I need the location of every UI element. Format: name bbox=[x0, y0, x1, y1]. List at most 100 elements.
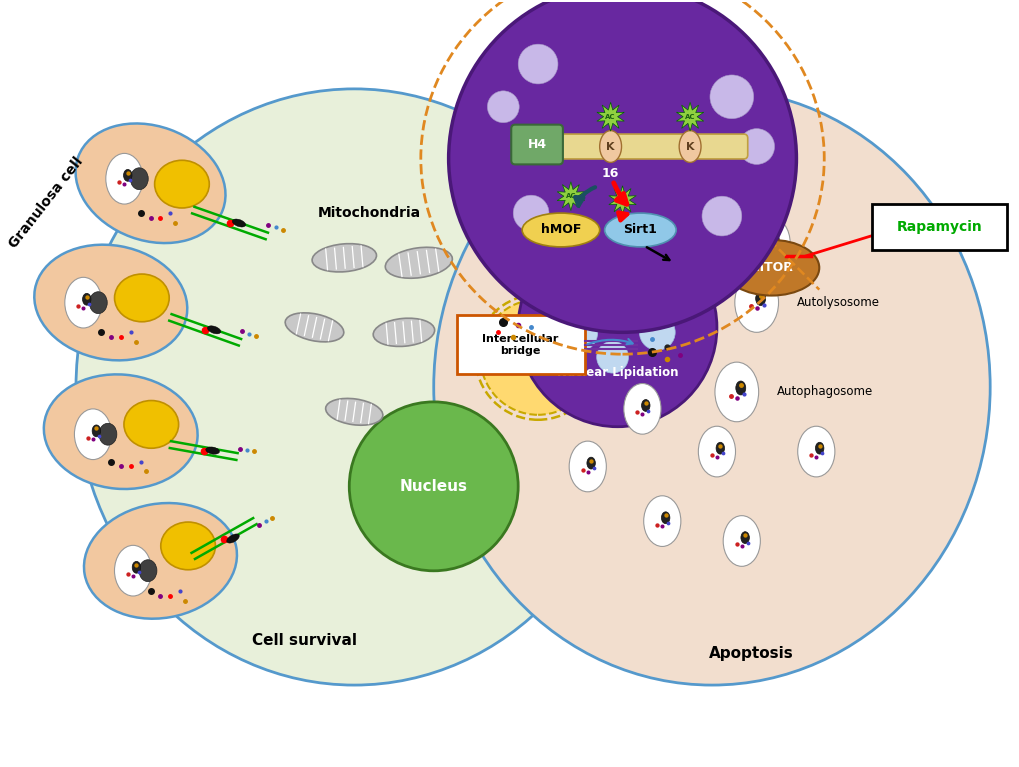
Ellipse shape bbox=[586, 457, 595, 469]
Circle shape bbox=[596, 341, 628, 373]
Ellipse shape bbox=[698, 426, 735, 477]
Ellipse shape bbox=[132, 561, 141, 573]
Text: Apoptosis: Apoptosis bbox=[708, 646, 794, 661]
Text: AC: AC bbox=[616, 197, 627, 203]
Ellipse shape bbox=[723, 240, 818, 295]
Ellipse shape bbox=[715, 443, 723, 454]
Circle shape bbox=[518, 228, 716, 426]
Ellipse shape bbox=[676, 240, 685, 252]
Ellipse shape bbox=[161, 522, 215, 570]
Ellipse shape bbox=[797, 426, 835, 477]
Polygon shape bbox=[596, 102, 624, 131]
Ellipse shape bbox=[735, 381, 745, 395]
Circle shape bbox=[348, 402, 518, 571]
Ellipse shape bbox=[35, 245, 187, 360]
Text: Nuclear Lipidation: Nuclear Lipidation bbox=[556, 366, 678, 379]
Ellipse shape bbox=[92, 425, 101, 436]
Ellipse shape bbox=[657, 223, 696, 277]
Ellipse shape bbox=[312, 244, 376, 272]
Ellipse shape bbox=[83, 293, 91, 305]
Ellipse shape bbox=[770, 234, 779, 245]
Ellipse shape bbox=[106, 153, 143, 204]
Ellipse shape bbox=[522, 213, 599, 247]
Circle shape bbox=[604, 250, 659, 305]
Text: AC: AC bbox=[604, 114, 615, 120]
Circle shape bbox=[566, 261, 609, 304]
Text: Autolysosome: Autolysosome bbox=[796, 296, 878, 309]
Ellipse shape bbox=[84, 503, 236, 619]
Ellipse shape bbox=[660, 512, 669, 524]
Circle shape bbox=[701, 196, 741, 236]
Circle shape bbox=[639, 314, 675, 351]
Text: Rapamycin: Rapamycin bbox=[896, 220, 981, 234]
Text: Sirt1: Sirt1 bbox=[623, 223, 656, 236]
Text: K: K bbox=[605, 141, 614, 152]
Ellipse shape bbox=[373, 318, 434, 347]
FancyArrowPatch shape bbox=[575, 187, 594, 206]
Text: AC: AC bbox=[684, 114, 695, 120]
Ellipse shape bbox=[433, 89, 989, 685]
Ellipse shape bbox=[734, 273, 777, 332]
FancyBboxPatch shape bbox=[871, 204, 1006, 250]
Text: Balbiani
body: Balbiani body bbox=[513, 347, 562, 368]
Ellipse shape bbox=[124, 400, 178, 448]
Ellipse shape bbox=[681, 236, 689, 249]
Text: AC: AC bbox=[566, 193, 576, 199]
Text: 16: 16 bbox=[601, 167, 619, 179]
Circle shape bbox=[480, 300, 595, 415]
Ellipse shape bbox=[155, 160, 209, 208]
Ellipse shape bbox=[232, 219, 246, 227]
Circle shape bbox=[518, 44, 557, 84]
Ellipse shape bbox=[624, 384, 660, 434]
Polygon shape bbox=[608, 186, 636, 215]
Ellipse shape bbox=[752, 218, 790, 268]
Ellipse shape bbox=[679, 130, 700, 163]
Ellipse shape bbox=[722, 515, 759, 566]
Ellipse shape bbox=[663, 221, 700, 272]
Ellipse shape bbox=[641, 400, 649, 411]
FancyBboxPatch shape bbox=[457, 315, 584, 374]
Ellipse shape bbox=[740, 532, 749, 544]
FancyArrowPatch shape bbox=[618, 212, 627, 220]
Ellipse shape bbox=[814, 443, 823, 454]
Text: Granulosa cell: Granulosa cell bbox=[6, 155, 86, 252]
Ellipse shape bbox=[714, 362, 758, 422]
Ellipse shape bbox=[75, 123, 225, 243]
Circle shape bbox=[709, 75, 753, 119]
Ellipse shape bbox=[114, 545, 152, 596]
Ellipse shape bbox=[755, 291, 765, 305]
Ellipse shape bbox=[139, 560, 157, 581]
Circle shape bbox=[487, 91, 519, 123]
Ellipse shape bbox=[90, 291, 107, 314]
Text: Nucleus: Nucleus bbox=[399, 479, 468, 494]
Text: H4: H4 bbox=[527, 138, 546, 151]
Text: Cell survival: Cell survival bbox=[252, 633, 357, 648]
FancyArrowPatch shape bbox=[613, 183, 627, 204]
Ellipse shape bbox=[114, 274, 169, 321]
Ellipse shape bbox=[44, 374, 198, 489]
Polygon shape bbox=[676, 102, 703, 131]
Ellipse shape bbox=[206, 447, 219, 454]
Ellipse shape bbox=[569, 441, 605, 492]
Ellipse shape bbox=[285, 313, 343, 342]
Text: Mitochondria: Mitochondria bbox=[317, 206, 420, 220]
Ellipse shape bbox=[226, 534, 239, 543]
Ellipse shape bbox=[76, 89, 632, 685]
Text: mTOR: mTOR bbox=[750, 262, 792, 275]
Ellipse shape bbox=[385, 247, 451, 278]
Ellipse shape bbox=[599, 130, 621, 163]
FancyBboxPatch shape bbox=[511, 125, 562, 164]
Ellipse shape bbox=[207, 326, 220, 334]
Ellipse shape bbox=[130, 168, 148, 189]
FancyBboxPatch shape bbox=[560, 134, 747, 159]
Ellipse shape bbox=[622, 254, 652, 291]
Text: Autophagosome: Autophagosome bbox=[775, 386, 872, 398]
Ellipse shape bbox=[123, 170, 131, 181]
Text: K: K bbox=[685, 141, 694, 152]
Circle shape bbox=[738, 129, 773, 164]
Circle shape bbox=[448, 0, 796, 332]
Polygon shape bbox=[556, 182, 584, 211]
Text: hMOF: hMOF bbox=[540, 223, 581, 236]
Text: Intercellular
bridge: Intercellular bridge bbox=[482, 334, 558, 356]
Ellipse shape bbox=[74, 409, 111, 459]
